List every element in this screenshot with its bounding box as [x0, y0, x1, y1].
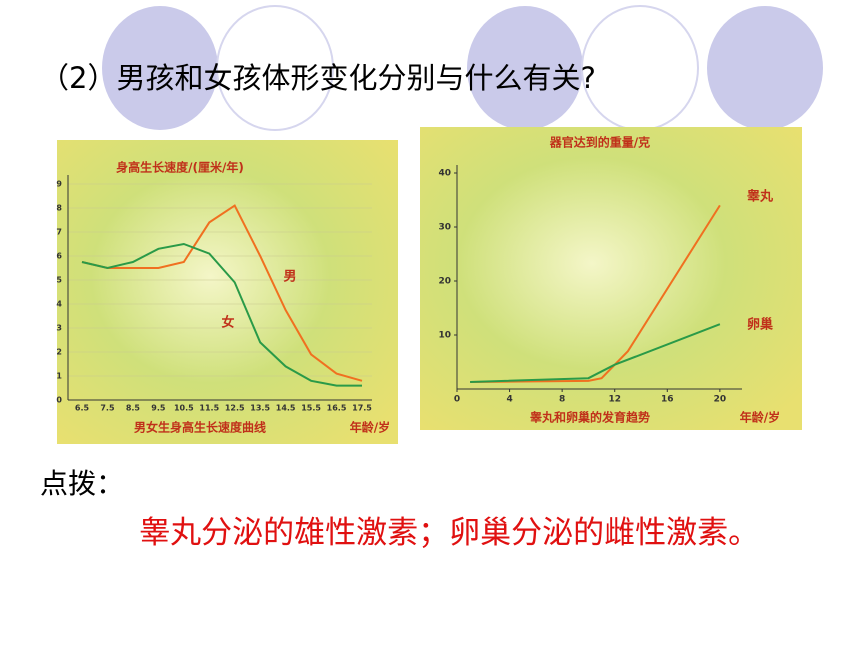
x-tick-label: 10.5 — [174, 404, 194, 413]
y-tick-label: 3 — [56, 324, 62, 333]
x-tick-label: 16.5 — [327, 404, 347, 413]
y-tick-label: 0 — [56, 396, 62, 405]
x-tick-label: 12 — [608, 395, 621, 405]
series-line — [470, 323, 721, 383]
x-tick-label: 20 — [714, 395, 727, 405]
series-line — [81, 204, 363, 382]
y-tick-label: 6 — [56, 252, 62, 261]
series-line — [81, 242, 362, 387]
x-tick-label: 6.5 — [75, 404, 90, 413]
y-tick-label: 8 — [56, 204, 62, 213]
hint-label: 点拨： — [40, 467, 125, 500]
x-tick-label: 4 — [506, 395, 512, 405]
chart-panel — [420, 127, 802, 430]
x-tick-label: 7.5 — [100, 404, 115, 413]
y-tick-label: 20 — [438, 277, 451, 287]
y-tick-label: 30 — [438, 223, 451, 233]
x-tick-label: 8.5 — [126, 404, 141, 413]
y-tick-label: 7 — [56, 228, 62, 237]
hint-text: 睾丸分泌的雄性激素；卵巢分泌的雌性激素。 — [139, 515, 760, 551]
x-tick-label: 11.5 — [199, 404, 219, 413]
series-line — [470, 204, 721, 383]
x-tick-label: 16 — [661, 395, 674, 405]
chart-panel — [57, 140, 398, 444]
x-tick-label: 15.5 — [301, 404, 321, 413]
x-tick-label: 8 — [559, 395, 565, 405]
x-axis-label: 年龄/岁 — [740, 410, 780, 425]
y-tick-label: 9 — [56, 180, 62, 189]
chart-caption: 睾丸和卵巢的发育趋势 — [530, 410, 650, 425]
y-tick-label: 10 — [438, 331, 451, 341]
chart-title: 身高生长速度/(厘米/年) — [116, 160, 244, 175]
question: （2）男孩和女孩体形变化分别与什么有关? — [40, 61, 596, 95]
x-tick-label: 17.5 — [352, 404, 372, 413]
decor-circles — [102, 5, 823, 131]
y-tick-label: 2 — [56, 348, 62, 357]
series-label: 男 — [283, 270, 296, 285]
x-tick-label: 13.5 — [250, 404, 270, 413]
x-tick-label: 0 — [454, 395, 460, 405]
y-tick-label: 4 — [56, 300, 62, 309]
series-label: 卵巢 — [747, 317, 774, 333]
x-tick-label: 9.5 — [151, 404, 166, 413]
x-tick-label: 12.5 — [225, 404, 245, 413]
x-tick-label: 14.5 — [276, 404, 296, 413]
chart-title: 器官达到的重量/克 — [549, 135, 650, 150]
y-tick-label: 40 — [438, 169, 451, 179]
y-tick-label: 1 — [56, 372, 62, 381]
series-label: 女 — [221, 315, 234, 331]
y-tick-label: 5 — [56, 276, 62, 285]
series-label: 睾丸 — [747, 189, 774, 205]
x-axis-label: 年龄/岁 — [350, 420, 390, 435]
chart-caption: 男女生身高生长速度曲线 — [134, 420, 266, 435]
